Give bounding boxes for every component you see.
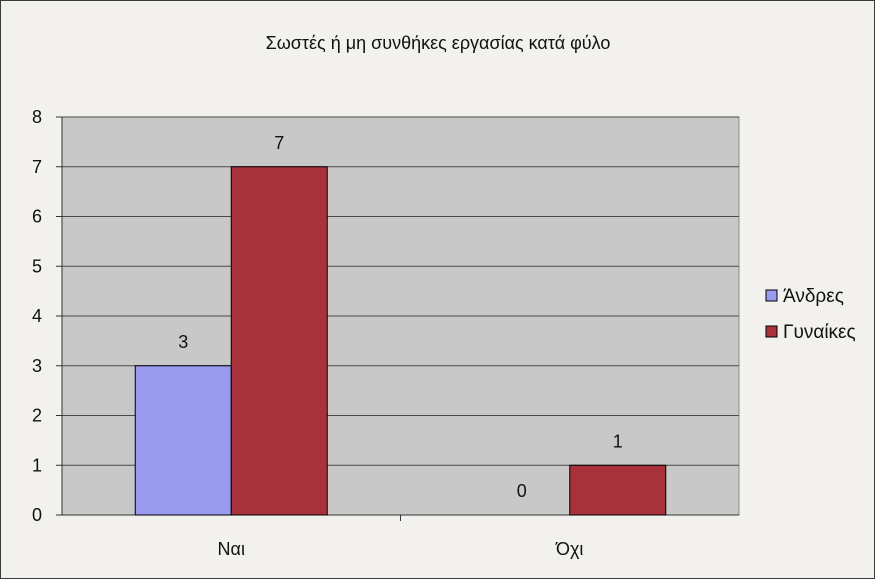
legend: Άνδρες Γυναίκες	[765, 286, 856, 343]
legend-swatch	[765, 289, 778, 302]
bars	[134, 166, 667, 516]
y-tick-label: 0	[32, 505, 42, 525]
y-tick-label: 6	[32, 207, 42, 227]
y-tick-label: 8	[32, 107, 42, 127]
bar	[569, 464, 667, 516]
data-label: 0	[517, 481, 527, 501]
legend-label: Άνδρες	[783, 286, 844, 307]
legend-swatch	[765, 325, 778, 338]
data-label: 3	[178, 332, 188, 352]
y-tick-label: 2	[32, 406, 42, 426]
y-tick-label: 5	[32, 256, 42, 276]
y-tick-label: 4	[32, 306, 42, 326]
y-tick-label: 3	[32, 356, 42, 376]
legend-label: Γυναίκες	[783, 322, 856, 343]
x-axis: Ναι Όχι	[218, 515, 583, 559]
bar	[230, 166, 328, 516]
data-label: 1	[613, 431, 623, 451]
data-labels: 3 7 0 1	[178, 133, 623, 501]
y-tick-label: 7	[32, 157, 42, 177]
chart-title: Σωστές ή μη συνθήκες εργασίας κατά φύλο	[266, 33, 611, 53]
x-category-label: Ναι	[218, 539, 245, 559]
bar	[134, 365, 232, 516]
data-label: 7	[274, 133, 284, 153]
y-tick-label: 1	[32, 455, 42, 475]
x-category-label: Όχι	[555, 539, 583, 559]
